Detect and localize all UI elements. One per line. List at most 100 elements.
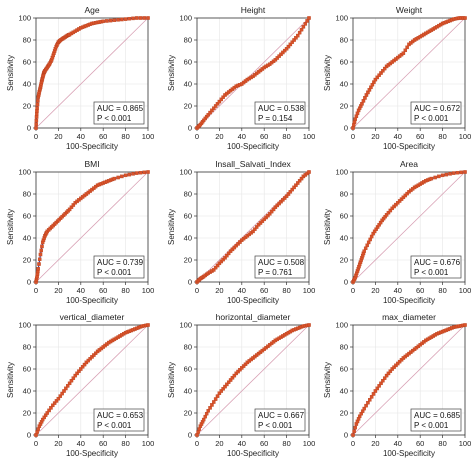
auc-value: AUC = 0.739 [97,258,144,267]
x-tick-label: 60 [416,286,424,295]
roc-point [405,45,409,50]
roc-point [256,223,261,227]
plot-frame [352,17,466,129]
roc-panel-8: horizontal_diameter002020404060608080100… [167,312,315,458]
roc-point [452,171,456,175]
y-tick-label: 40 [23,80,31,89]
roc-point [360,102,364,106]
y-tick-label: 20 [340,256,348,265]
roc-point [284,194,289,198]
plot-frame [352,324,466,436]
roc-point [212,400,216,404]
roc-point [138,16,143,20]
x-tick-label: 0 [34,439,38,448]
y-tick-label: 60 [23,212,31,221]
roc-point [397,359,402,364]
roc-point [39,248,43,253]
auc-box [93,101,145,125]
roc-point [282,48,287,53]
roc-point [236,369,240,374]
y-tick-label: 40 [340,80,348,89]
roc-point [217,261,222,266]
roc-point [396,201,400,205]
panel-title: vertical_diameter [60,312,125,322]
roc-point [351,126,355,130]
y-axis-label: Sensitivity [6,362,15,398]
roc-point [386,371,391,376]
y-tick-label: 60 [340,365,348,374]
roc-point [208,110,212,115]
roc-point [135,171,139,175]
roc-point [69,378,74,383]
x-axis-label: 100-Specificity [66,142,118,151]
roc-point [296,181,300,185]
x-tick-label: 80 [438,132,446,141]
panel-title: max_diameter [382,312,436,322]
roc-point [394,202,398,207]
roc-point [268,212,272,216]
y-tick-label: 0 [188,278,192,287]
x-tick-label: 0 [351,439,355,448]
roc-point [264,215,268,220]
roc-point [86,358,91,363]
x-tick-label: 0 [351,132,355,141]
x-tick-label: 80 [438,286,446,295]
roc-point [279,199,283,204]
roc-point [362,249,366,253]
auc-box [410,408,462,432]
roc-point [384,373,389,378]
y-tick-label: 100 [335,321,348,330]
roc-point [353,117,357,121]
roc-point [62,389,66,393]
roc-panel-5: Insall_Salvati_Index00202040406060808010… [167,159,315,305]
y-tick-label: 20 [184,256,192,265]
x-tick-label: 20 [54,439,62,448]
y-axis-label: Sensitivity [323,209,332,245]
roc-point [299,176,304,181]
roc-point [236,242,240,246]
roc-point [201,417,206,422]
roc-point [392,365,396,369]
y-axis-label: Sensitivity [6,55,15,91]
roc-point [307,16,311,20]
p-value: P < 0.001 [258,421,293,430]
roc-point [290,187,294,192]
roc-point [301,25,306,29]
auc-box [254,408,306,432]
roc-point [286,44,291,49]
roc-point [221,257,225,262]
y-tick-label: 60 [340,212,348,221]
y-tick-label: 100 [18,14,31,23]
x-tick-label: 80 [121,132,129,141]
roc-point [401,195,406,200]
roc-point [230,376,235,380]
roc-point [234,371,238,376]
roc-point [80,365,85,369]
roc-point [36,427,40,431]
roc-point [369,395,374,399]
x-tick-label: 20 [54,286,62,295]
roc-point [127,16,132,21]
x-tick-label: 100 [303,132,316,141]
p-value: P = 0.761 [258,268,293,277]
auc-value: AUC = 0.865 [97,104,144,113]
auc-value: AUC = 0.667 [258,411,305,420]
roc-point [64,386,68,391]
y-tick-label: 80 [340,36,348,45]
y-tick-label: 40 [23,387,31,396]
auc-box [254,101,306,125]
roc-point [429,176,434,181]
roc-point [142,170,147,175]
roc-point [35,430,39,434]
x-tick-label: 20 [215,132,223,141]
roc-point [273,58,278,62]
roc-point [34,115,39,119]
x-tick-label: 20 [215,286,223,295]
x-tick-label: 0 [195,439,199,448]
roc-point [275,56,280,60]
plot-frame [196,324,310,436]
roc-point [292,38,296,42]
panel-title: horizontal_diameter [216,312,291,322]
y-tick-label: 60 [184,365,192,374]
roc-point [208,406,212,410]
